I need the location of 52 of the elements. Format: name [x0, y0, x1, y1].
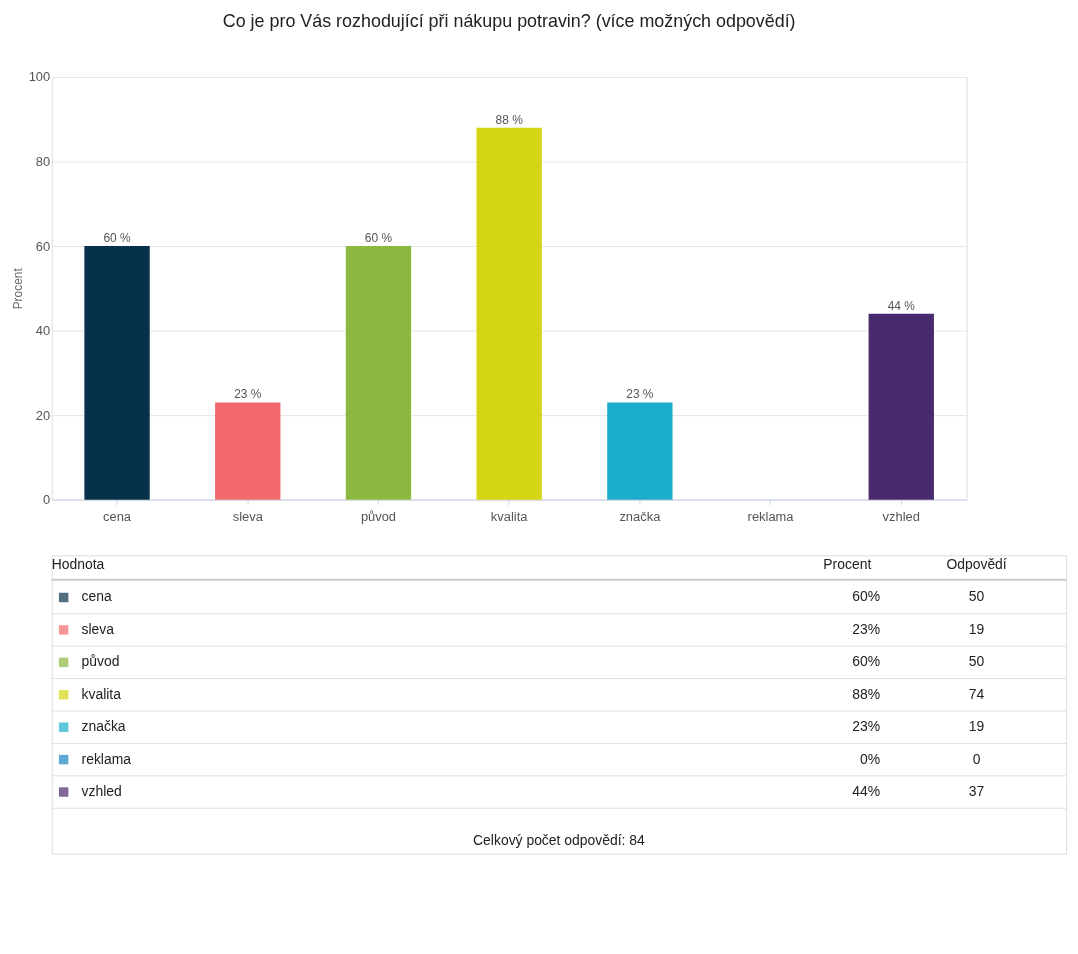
x-tick-label: původ	[360, 509, 397, 525]
data-label: 19	[968, 620, 985, 637]
chart-title: Co je pro Vás rozhodující při nákupu potravin? (více možných odpovědí)	[222, 11, 796, 32]
bar	[868, 313, 934, 500]
y-tick-label: 100	[28, 69, 51, 85]
data-label: 23 %	[234, 387, 262, 402]
bar	[84, 246, 150, 500]
x-tick-label: cena	[103, 509, 132, 525]
data-label: 37	[968, 783, 985, 800]
y-tick-label: 60	[35, 238, 51, 254]
category-label: původ	[81, 653, 120, 670]
text: Odpovědí	[946, 556, 1007, 573]
bar	[607, 402, 673, 500]
y-tick-label: 40	[35, 323, 51, 339]
data-label: 23%	[852, 620, 881, 637]
data-label: 60 %	[364, 231, 393, 246]
y-tick-label: 20	[35, 407, 51, 423]
bar	[215, 402, 281, 500]
x-tick-label: sleva	[232, 509, 264, 525]
category-label: reklama	[81, 750, 132, 767]
data-label: 23%	[852, 718, 881, 735]
category-label: značka	[81, 718, 126, 735]
text: Celkový počet odpovědí: 84	[473, 831, 645, 848]
category-label: vzhled	[81, 783, 122, 800]
y-axis-title: Procent	[10, 267, 25, 310]
data-label: 0%	[859, 750, 881, 767]
data-label: 50	[968, 653, 985, 670]
text: Procent	[823, 556, 872, 573]
category-label: cena	[81, 588, 112, 605]
data-label: 50	[968, 588, 985, 605]
data-label: 74	[968, 685, 985, 702]
data-label: 0	[972, 750, 981, 767]
x-tick-label: kvalita	[490, 509, 529, 525]
y-tick-label: 80	[35, 153, 51, 169]
x-tick-label: značka	[619, 509, 662, 525]
data-label: 88 %	[495, 112, 524, 127]
data-label: 88%	[852, 685, 881, 702]
y-tick-label: 0	[43, 492, 51, 508]
text: Hodnota	[51, 556, 105, 573]
category-label: kvalita	[81, 685, 122, 702]
data-label: 19	[968, 718, 985, 735]
category-label: sleva	[81, 620, 115, 637]
bar	[476, 127, 542, 500]
data-label: 60%	[852, 653, 881, 670]
data-label: 60%	[852, 588, 881, 605]
bar	[345, 246, 412, 500]
x-tick-label: vzhled	[882, 509, 920, 525]
data-label: 60 %	[103, 231, 132, 246]
x-tick-label: reklama	[747, 509, 795, 525]
data-label: 44%	[852, 783, 881, 800]
data-label: 44 %	[887, 298, 916, 313]
data-label: 23 %	[626, 387, 654, 402]
